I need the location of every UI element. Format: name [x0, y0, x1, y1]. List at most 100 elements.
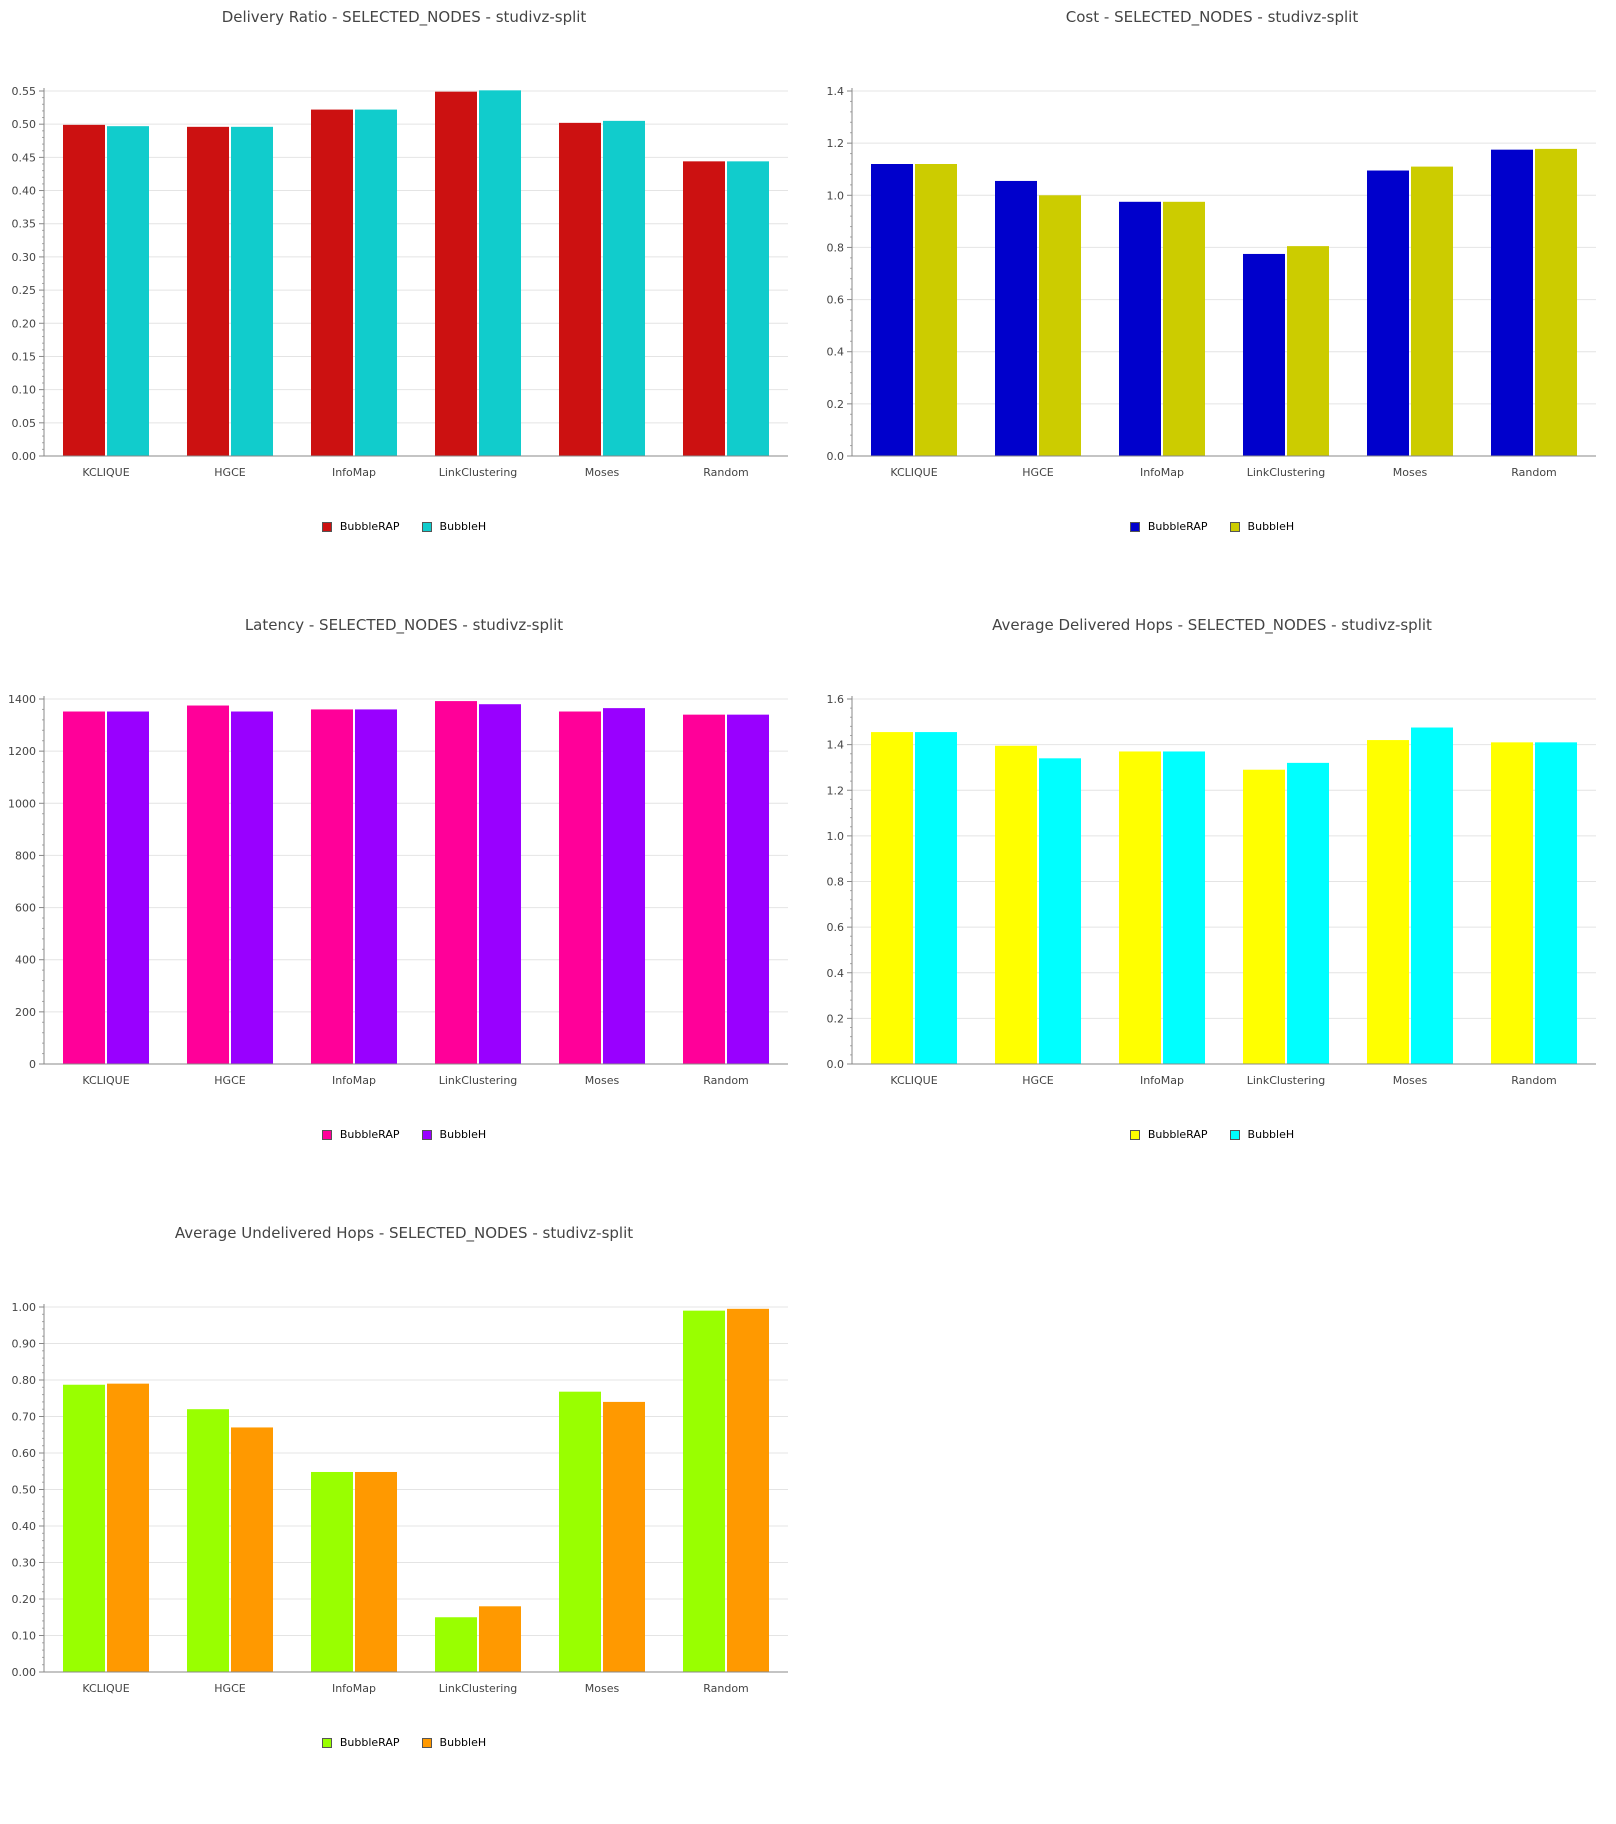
bar-bubbleh-moses	[603, 1401, 645, 1672]
legend-label: BubbleRAP	[1147, 1128, 1208, 1141]
x-category-label: Moses	[1393, 1074, 1428, 1087]
bar-bubblerap-hgce	[187, 126, 229, 456]
bar-bubblerap-moses	[559, 711, 601, 1064]
legend-item-bubblerap: BubbleRAP	[321, 1128, 400, 1141]
y-tick-label: 1.00	[12, 1301, 37, 1314]
y-tick-label: 1400	[8, 693, 36, 706]
bar-bubbleh-linkclustering	[479, 704, 521, 1064]
average-undelivered-hops-chart: Average Undelivered Hops - SELECTED_NODE…	[0, 1216, 808, 1824]
y-tick-label: 0.30	[12, 1557, 37, 1570]
x-category-label: HGCE	[214, 466, 245, 479]
y-tick-label: 1000	[8, 797, 36, 810]
bar-bubbleh-linkclustering	[1287, 762, 1329, 1064]
y-tick-label: 1.2	[827, 137, 845, 150]
y-tick-label: 0.20	[12, 1593, 37, 1606]
legend-item-bubbleh: BubbleH	[421, 520, 486, 533]
bar-bubblerap-hgce	[187, 705, 229, 1064]
chart-legend: BubbleRAP BubbleH	[0, 520, 808, 533]
legend-item-bubbleh: BubbleH	[1229, 1128, 1295, 1141]
y-tick-label: 0.0	[827, 450, 845, 463]
bar-bubblerap-hgce	[995, 745, 1037, 1064]
y-tick-label: 0.45	[12, 151, 37, 164]
chart-title: Average Undelivered Hops - SELECTED_NODE…	[174, 1224, 634, 1242]
bar-bubblerap-kclique	[63, 124, 105, 456]
legend-label: BubbleH	[1247, 1128, 1295, 1141]
bar-bubbleh-linkclustering	[1287, 246, 1329, 456]
cost-plot: 0.0 0.2 0.4 0.6 0.8 1.0 1.2 1.4 KCLIQUE HGCE InfoM…	[827, 85, 1596, 479]
legend-swatch	[321, 1737, 332, 1748]
bar-bubblerap-linkclustering	[1243, 769, 1285, 1064]
y-tick-label: 1200	[8, 745, 36, 758]
x-category-label: Moses	[585, 466, 620, 479]
bar-bubblerap-linkclustering	[435, 1617, 477, 1672]
y-tick-label: 0.05	[12, 417, 37, 430]
legend-item-bubblerap: BubbleRAP	[321, 520, 400, 533]
y-tick-label: 0.50	[12, 1484, 37, 1497]
y-tick-label: 0.20	[12, 317, 37, 330]
legend-label: BubbleH	[439, 1128, 487, 1141]
legend-swatch	[1129, 521, 1140, 532]
legend-swatch	[321, 1129, 332, 1140]
y-tick-label: 1.0	[827, 830, 845, 843]
x-category-label: KCLIQUE	[890, 1074, 937, 1087]
legend-item-bubblerap: BubbleRAP	[321, 1736, 400, 1749]
legend-swatch	[421, 1129, 432, 1140]
y-tick-label: 0.6	[827, 921, 845, 934]
bar-bubblerap-random	[683, 161, 725, 456]
bar-bubbleh-random	[1535, 148, 1577, 456]
y-tick-label: 0.6	[827, 294, 845, 307]
latency-chart: Latency - SELECTED_NODES - studivz-split…	[0, 608, 808, 1216]
latency-plot: 0 200 400 600 800 1000 1200 1400 KCLIQUE HGCE Info…	[8, 693, 788, 1087]
bar-bubblerap-hgce	[995, 180, 1037, 457]
y-tick-label: 1.4	[827, 739, 845, 752]
y-tick-label: 0.8	[827, 876, 845, 889]
legend-label: BubbleRAP	[339, 1128, 400, 1141]
legend-swatch	[1229, 521, 1240, 532]
legend-label: BubbleRAP	[339, 520, 400, 533]
y-tick-label: 0.2	[827, 398, 845, 411]
bar-bubbleh-random	[727, 714, 769, 1064]
average-undelivered-hops-plot: 0.00 0.10 0.20 0.30 0.40 0.50 0.60 0.70 0.80 0.90…	[12, 1301, 788, 1695]
bar-bubbleh-linkclustering	[479, 1606, 521, 1672]
bar-bubblerap-infomap	[1119, 751, 1161, 1064]
x-category-label: KCLIQUE	[890, 466, 937, 479]
bar-bubbleh-linkclustering	[479, 90, 521, 456]
y-tick-label: 400	[15, 954, 36, 967]
bar-bubblerap-random	[1491, 742, 1533, 1064]
legend-label: BubbleRAP	[1147, 520, 1208, 533]
bar-bubbleh-hgce	[1039, 195, 1081, 457]
chart-title: Cost - SELECTED_NODES - studivz-split	[1065, 8, 1359, 26]
bar-bubblerap-random	[683, 714, 725, 1064]
bar-bubblerap-moses	[559, 1391, 601, 1672]
bar-bubbleh-infomap	[355, 1471, 397, 1672]
x-category-label: LinkClustering	[439, 1074, 518, 1087]
y-tick-label: 0.40	[12, 1520, 37, 1533]
legend-item-bubbleh: BubbleH	[421, 1736, 486, 1749]
bar-bubblerap-linkclustering	[435, 91, 477, 456]
bar-bubbleh-infomap	[355, 109, 397, 456]
legend-item-bubblerap: BubbleRAP	[1129, 520, 1208, 533]
x-category-label: HGCE	[1022, 466, 1053, 479]
bar-bubbleh-hgce	[231, 1427, 273, 1672]
y-tick-label: 0.60	[12, 1447, 37, 1460]
chart-legend: BubbleRAP BubbleH	[0, 1736, 808, 1749]
average-delivered-hops-plot: 0.0 0.2 0.4 0.6 0.8 1.0 1.2 1.4 1.6 KCLIQUE HGCE In…	[827, 693, 1596, 1087]
bar-bubbleh-hgce	[1039, 758, 1081, 1064]
y-tick-label: 0.15	[12, 350, 37, 363]
y-tick-label: 0.0	[827, 1058, 845, 1071]
bar-bubblerap-moses	[559, 122, 601, 456]
y-tick-label: 0.40	[12, 185, 37, 198]
bar-bubblerap-infomap	[311, 1471, 353, 1672]
y-tick-label: 0.50	[12, 118, 37, 131]
y-tick-label: 0.55	[12, 85, 37, 98]
bar-bubbleh-infomap	[1163, 201, 1205, 456]
y-tick-label: 0.2	[827, 1012, 845, 1025]
x-category-label: Moses	[1393, 466, 1428, 479]
bar-bubblerap-moses	[1367, 740, 1409, 1064]
x-category-label: KCLIQUE	[82, 466, 129, 479]
x-category-label: KCLIQUE	[82, 1682, 129, 1695]
chart-legend: BubbleRAP BubbleH	[0, 1128, 808, 1141]
y-tick-label: 800	[15, 849, 36, 862]
y-tick-label: 0	[29, 1058, 36, 1071]
chart-legend: BubbleRAP BubbleH	[808, 520, 1616, 533]
